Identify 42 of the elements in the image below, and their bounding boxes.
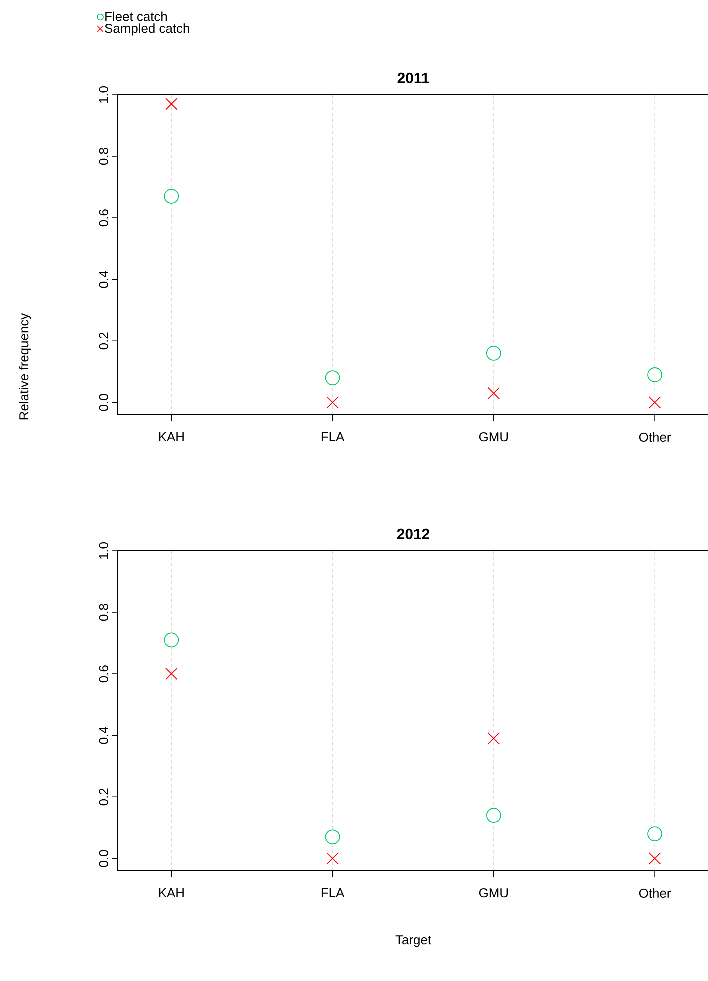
point — [166, 668, 178, 680]
y-tick-label: 0.2 — [99, 788, 108, 806]
x-tick-label: Other — [639, 432, 672, 442]
x-tick-label: FLA — [322, 432, 345, 442]
point — [326, 852, 339, 865]
point — [325, 830, 340, 845]
y-tick-label: 0.6 — [99, 210, 108, 227]
y-tick-label: 0.8 — [99, 604, 108, 622]
y-tick-label: 0.0 — [99, 850, 108, 868]
point — [325, 370, 340, 386]
point — [648, 826, 662, 842]
chart-title: 2011 — [398, 72, 430, 84]
y-tick-label: 1.0 — [99, 542, 108, 560]
y-tick-label: 0.2 — [99, 332, 108, 350]
y-tick-label: 0.8 — [99, 148, 108, 166]
chart-title: 2012 — [397, 528, 430, 540]
y-tick-label: 0.6 — [99, 666, 108, 683]
y-axis-title: Relative frequency — [19, 313, 32, 420]
legend-label: Fleet catch — [106, 12, 168, 22]
point — [164, 189, 180, 204]
y-tick-label: 0.4 — [99, 726, 108, 744]
point — [164, 632, 180, 648]
point — [326, 396, 339, 409]
x-tick-label: GMU — [479, 888, 508, 898]
point — [488, 732, 500, 745]
legend-label: Sampled catch — [105, 24, 190, 36]
y-tick-label: 0.4 — [99, 270, 108, 288]
x-tick-label: FLA — [322, 888, 345, 898]
point — [166, 98, 178, 110]
point — [648, 368, 662, 382]
y-tick-label: 1.0 — [99, 86, 108, 104]
point — [648, 396, 662, 409]
x-tick-label: Other — [639, 888, 672, 898]
x-tick-label: KAH — [159, 432, 184, 442]
y-tick-label: 0.0 — [99, 394, 108, 412]
point — [486, 346, 502, 361]
point — [648, 852, 662, 865]
x-axis-title: Target — [396, 936, 432, 948]
point — [486, 808, 502, 824]
x-tick-label: KAH — [159, 888, 184, 898]
point — [488, 387, 500, 400]
x-tick-label: GMU — [479, 432, 508, 442]
